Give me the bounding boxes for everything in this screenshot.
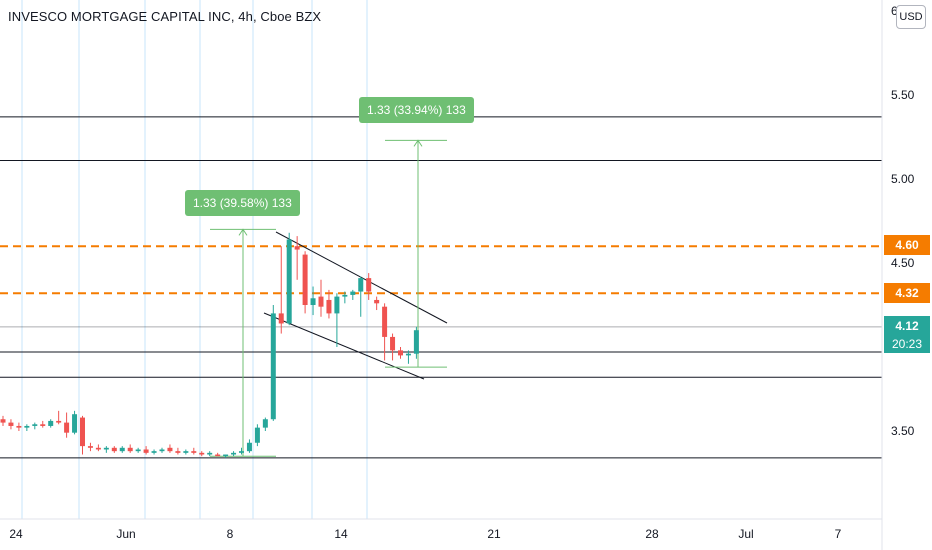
candle-body bbox=[111, 447, 117, 452]
candle-body bbox=[231, 452, 237, 455]
candle-body bbox=[207, 452, 213, 455]
measure-arrow bbox=[413, 139, 423, 147]
candle-body bbox=[286, 239, 292, 324]
candle-body bbox=[278, 313, 284, 324]
candle-body bbox=[64, 422, 70, 433]
candle-body bbox=[374, 299, 380, 304]
level-badge-mid: 4.32 bbox=[884, 283, 930, 303]
candle-body bbox=[103, 447, 109, 450]
candle-body bbox=[24, 425, 30, 428]
candle-body bbox=[318, 296, 324, 307]
time-tick-label: Jun bbox=[116, 527, 135, 541]
candle-body bbox=[143, 449, 149, 453]
candle-body bbox=[183, 451, 189, 453]
measure-label-2[interactable]: 1.33 (33.94%) 133 bbox=[359, 97, 474, 123]
currency-button[interactable]: USD bbox=[896, 5, 926, 29]
candle-body bbox=[175, 451, 181, 453]
candle-body bbox=[8, 422, 14, 426]
price-tick-label: 4.50 bbox=[891, 256, 915, 270]
candle-body bbox=[294, 246, 300, 250]
candle-body bbox=[310, 298, 316, 305]
candle-body bbox=[215, 454, 221, 457]
candle-body bbox=[167, 447, 173, 452]
time-tick-label: 21 bbox=[487, 527, 501, 541]
candle-body bbox=[40, 424, 46, 426]
candle-body bbox=[119, 447, 125, 452]
candle-body bbox=[246, 442, 252, 452]
price-tick-label: 3.50 bbox=[891, 424, 915, 438]
candle-body bbox=[390, 336, 396, 351]
time-tick-label: 8 bbox=[227, 527, 234, 541]
candle-body bbox=[342, 294, 348, 297]
candle-body bbox=[80, 417, 85, 447]
measure-label-1[interactable]: 1.33 (39.58%) 133 bbox=[185, 190, 300, 216]
candle-body bbox=[48, 420, 54, 426]
candle-body bbox=[87, 446, 93, 448]
candle-body bbox=[239, 451, 244, 453]
candle-body bbox=[199, 452, 205, 455]
candle-body bbox=[16, 425, 22, 428]
candle-body bbox=[326, 299, 332, 314]
candle-body bbox=[366, 278, 372, 292]
chart-title: INVESCO MORTGAGE CAPITAL INC, 4h, Cboe B… bbox=[8, 9, 322, 24]
candle-body bbox=[151, 451, 157, 453]
time-tick-label: Jul bbox=[738, 527, 753, 541]
candle-body bbox=[127, 447, 133, 452]
candle-body bbox=[270, 313, 276, 420]
candle-body bbox=[334, 296, 340, 314]
candle-body bbox=[159, 449, 165, 452]
price-tick-label: 5.00 bbox=[891, 172, 915, 186]
candle-body bbox=[302, 254, 308, 305]
price-tick-label: 5.50 bbox=[891, 88, 915, 102]
candle-body bbox=[135, 449, 141, 452]
candle-body bbox=[0, 419, 6, 423]
time-tick-label: 7 bbox=[835, 527, 842, 541]
time-tick-label: 24 bbox=[9, 527, 23, 541]
candle-body bbox=[350, 291, 356, 295]
candle-body bbox=[358, 278, 364, 292]
candle-body bbox=[382, 306, 388, 337]
candle-body bbox=[72, 414, 78, 433]
measure-arrow bbox=[238, 228, 248, 236]
candle-body bbox=[191, 451, 197, 453]
candle-body bbox=[223, 454, 229, 457]
candle-body bbox=[398, 350, 403, 356]
candle-body bbox=[95, 447, 101, 450]
candle-body bbox=[254, 427, 260, 443]
candle-body bbox=[32, 424, 38, 426]
candle-body bbox=[405, 353, 411, 356]
level-badge-high: 4.60 bbox=[884, 235, 930, 255]
time-tick-label: 28 bbox=[645, 527, 659, 541]
last-price-badge: 4.12 bbox=[884, 316, 930, 336]
candle-body bbox=[413, 330, 419, 354]
candle-body bbox=[262, 419, 268, 428]
bar-countdown: 20:23 bbox=[884, 335, 930, 353]
candle-body bbox=[56, 420, 62, 423]
time-tick-label: 14 bbox=[334, 527, 348, 541]
channel-lower-line bbox=[263, 312, 425, 380]
